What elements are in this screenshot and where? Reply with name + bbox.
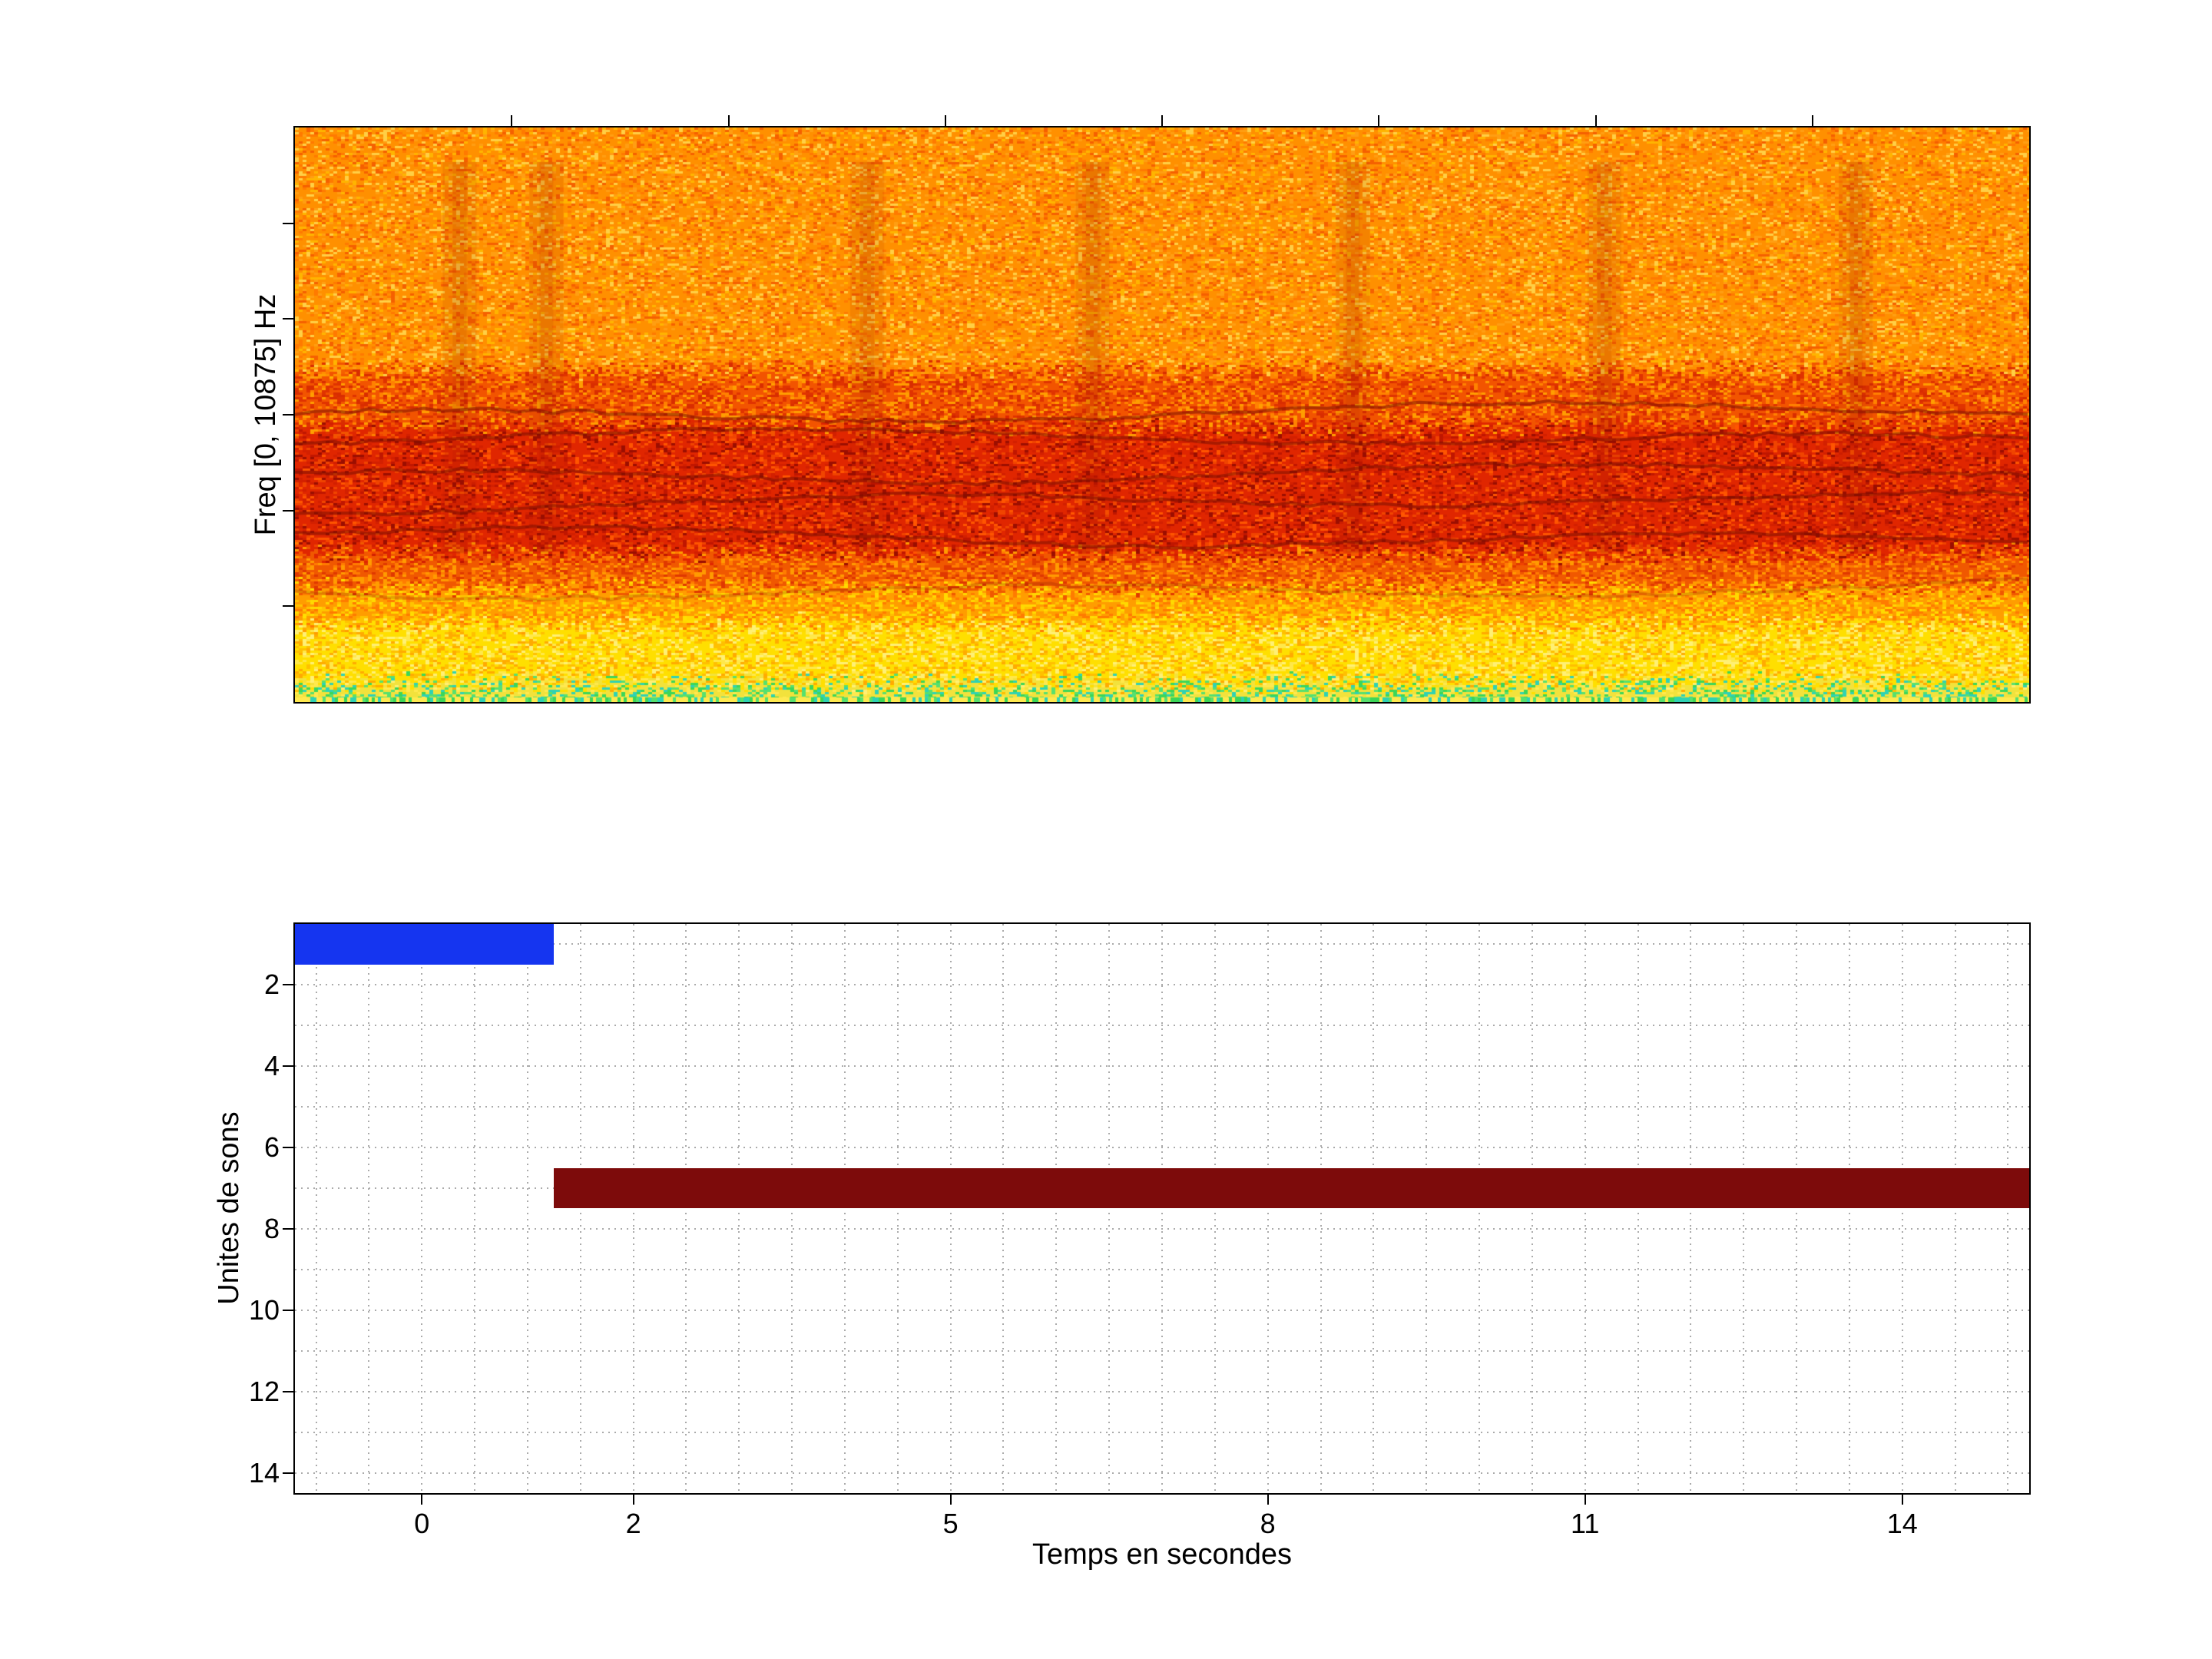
x-tick-label: 5 <box>942 1508 959 1539</box>
x-tick-label: 11 <box>1571 1508 1600 1539</box>
y-tick-label: 14 <box>248 1456 280 1488</box>
spectrogram-left-tick <box>283 509 293 512</box>
grid-line-horizontal <box>295 1431 2029 1433</box>
x-tick-label: 14 <box>1886 1508 1918 1539</box>
grid-line-vertical <box>1848 924 1850 1493</box>
grid-line-vertical <box>1584 924 1586 1493</box>
grid-line-vertical <box>421 924 423 1493</box>
grid-line-horizontal <box>295 1349 2029 1352</box>
grid-line-horizontal <box>295 1147 2029 1149</box>
spectrogram-y-axis-label: Freq [0, 10875] Hz <box>250 293 282 536</box>
y-tick-label: 12 <box>248 1375 280 1407</box>
y-tick <box>283 1390 293 1392</box>
grid-line-vertical <box>1214 924 1216 1493</box>
grid-line-vertical <box>1637 924 1639 1493</box>
unit-1-blue-segment <box>295 924 555 965</box>
grid-line-vertical <box>1954 924 1956 1493</box>
grid-line-horizontal <box>295 1390 2029 1392</box>
grid-line-vertical <box>1161 924 1163 1493</box>
grid-line-vertical <box>1479 924 1481 1493</box>
spectrogram-top-tick <box>727 115 730 126</box>
grid-line-horizontal <box>295 1309 2029 1311</box>
grid-line-horizontal <box>295 943 2029 945</box>
grid-line-horizontal <box>295 1106 2029 1108</box>
y-tick <box>283 984 293 986</box>
y-tick-label: 2 <box>263 969 280 1001</box>
grid-line-vertical <box>1002 924 1005 1493</box>
x-tick <box>632 1495 634 1505</box>
grid-line-horizontal <box>295 1472 2029 1474</box>
grid-line-vertical <box>1373 924 1375 1493</box>
grid-line-vertical <box>315 924 317 1493</box>
grid-line-vertical <box>632 924 634 1493</box>
spectrogram-top-tick <box>1594 115 1597 126</box>
y-tick-label: 10 <box>248 1293 280 1326</box>
x-tick-label: 0 <box>414 1508 430 1539</box>
x-tick <box>421 1495 423 1505</box>
x-tick-label: 8 <box>1260 1508 1276 1539</box>
spectrogram-left-tick <box>283 222 293 224</box>
grid-line-horizontal <box>295 1227 2029 1230</box>
grid-line-vertical <box>1055 924 1058 1493</box>
spectrogram-left-tick <box>283 318 293 320</box>
grid-line-vertical <box>843 924 846 1493</box>
grid-line-vertical <box>579 924 581 1493</box>
y-tick-label: 8 <box>263 1212 280 1244</box>
grid-line-vertical <box>474 924 476 1493</box>
detections-axes <box>293 922 2031 1495</box>
x-axis-label: Temps en secondes <box>1032 1538 1292 1571</box>
spectrogram-left-tick <box>283 605 293 608</box>
spectrogram-top-tick <box>1811 115 1813 126</box>
y-tick <box>283 1227 293 1230</box>
spectrogram-top-tick <box>1161 115 1163 126</box>
y-tick <box>283 1472 293 1474</box>
spectrogram-top-tick <box>944 115 946 126</box>
grid-line-vertical <box>791 924 793 1493</box>
grid-line-horizontal <box>295 1065 2029 1068</box>
x-tick <box>1584 1495 1586 1505</box>
grid-line-vertical <box>1531 924 1533 1493</box>
x-tick <box>1267 1495 1269 1505</box>
grid-line-vertical <box>738 924 740 1493</box>
unit-7-darkred-segment <box>554 1167 2029 1209</box>
grid-line-vertical <box>1108 924 1111 1493</box>
grid-line-horizontal <box>295 984 2029 986</box>
spectrogram-canvas <box>295 127 2029 702</box>
grid-line-vertical <box>1426 924 1428 1493</box>
y-tick-label: 6 <box>263 1131 280 1164</box>
grid-line-vertical <box>2007 924 2009 1493</box>
y-tick <box>283 1065 293 1068</box>
grid-line-vertical <box>368 924 370 1493</box>
grid-line-vertical <box>526 924 528 1493</box>
x-tick-label: 2 <box>625 1508 641 1539</box>
spectrogram-top-tick <box>1378 115 1380 126</box>
grid-line-vertical <box>949 924 952 1493</box>
spectrogram-axes <box>293 126 2031 704</box>
grid-line-vertical <box>1901 924 1903 1493</box>
grid-line-vertical <box>896 924 899 1493</box>
grid-line-vertical <box>685 924 687 1493</box>
x-tick <box>1901 1495 1903 1505</box>
y-tick <box>283 1147 293 1149</box>
spectrogram-top-tick <box>511 115 513 126</box>
grid-line-vertical <box>1796 924 1798 1493</box>
y-tick <box>283 1309 293 1311</box>
grid-line-horizontal <box>295 1268 2029 1270</box>
grid-line-vertical <box>1267 924 1269 1493</box>
x-tick <box>949 1495 952 1505</box>
spectrogram-left-tick <box>283 414 293 416</box>
grid-line-vertical <box>1743 924 1745 1493</box>
grid-line-vertical <box>1690 924 1692 1493</box>
y-tick-label: 4 <box>263 1050 280 1082</box>
grid-line-horizontal <box>295 1025 2029 1027</box>
grid-line-vertical <box>1320 924 1322 1493</box>
